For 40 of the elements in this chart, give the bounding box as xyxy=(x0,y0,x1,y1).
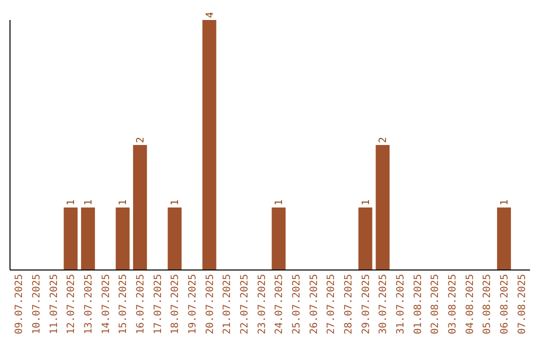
data-label: 2 xyxy=(378,136,390,143)
x-tick-label: 19.07.2025 xyxy=(188,274,198,334)
x-tick-label: 13.07.2025 xyxy=(84,274,94,334)
data-label: 1 xyxy=(500,199,510,206)
data-label: 1 xyxy=(360,199,372,206)
x-tick-label: 20.07.2025 xyxy=(204,274,216,334)
x-tick-label: 07.08.2025 xyxy=(516,274,528,334)
x-tick-label: 14.07.2025 xyxy=(100,274,112,334)
x-tick-label: 26.07.2025 xyxy=(308,274,320,334)
data-label: 1 xyxy=(118,199,130,206)
data-label: 1 xyxy=(66,199,78,206)
x-tick-label: 28.07.2025 xyxy=(344,274,354,334)
x-tick-label: 30.07.2025 xyxy=(378,274,390,334)
x-tick-label: 15.07.2025 xyxy=(118,274,130,334)
data-label: 2 xyxy=(136,136,146,143)
x-tick-label: 31.07.2025 xyxy=(396,274,406,334)
x-tick-label: 11.07.2025 xyxy=(48,274,60,334)
data-label: 1 xyxy=(170,199,182,206)
x-tick-label: 03.08.2025 xyxy=(448,274,458,334)
x-tick-label: 22.07.2025 xyxy=(240,274,250,334)
x-tick-label: 09.07.2025 xyxy=(14,274,26,334)
x-tick-label: 12.07.2025 xyxy=(66,274,78,334)
x-tick-label: 04.08.2025 xyxy=(464,274,476,334)
x-tick-label: 24.07.2025 xyxy=(274,274,286,334)
x-tick-label: 01.08.2025 xyxy=(412,274,424,334)
data-label: 1 xyxy=(84,199,94,206)
x-tick-label: 16.07.2025 xyxy=(136,274,146,334)
x-tick-label: 25.07.2025 xyxy=(292,274,302,334)
x-tick-label: 18.07.2025 xyxy=(170,274,182,334)
data-label: 4 xyxy=(204,12,216,18)
x-tick-label: 27.07.2025 xyxy=(326,274,338,334)
x-tick-label: 23.07.2025 xyxy=(256,274,268,334)
x-tick-label: 10.07.2025 xyxy=(32,274,42,334)
x-tick-label: 29.07.2025 xyxy=(360,274,372,334)
x-tick-label: 02.08.2025 xyxy=(430,274,442,334)
x-tick-label: 05.08.2025 xyxy=(482,274,494,334)
data-label: 1 xyxy=(274,199,286,206)
x-tick-label: 21.07.2025 xyxy=(222,274,234,334)
x-tick-label: 06.08.2025 xyxy=(500,274,510,334)
x-tick-label: 17.07.2025 xyxy=(152,274,164,334)
